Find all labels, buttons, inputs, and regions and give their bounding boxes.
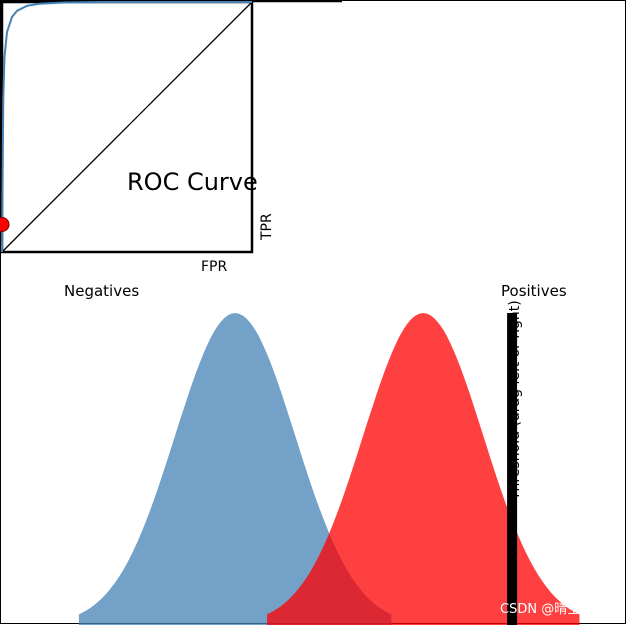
roc-title: ROC Curve: [127, 168, 258, 196]
positives-distribution: [267, 313, 580, 625]
negatives-distribution: [78, 313, 392, 625]
distribution-curves: Negatives Positives Threshold (drag left…: [64, 282, 580, 625]
positives-label: Positives: [501, 282, 567, 300]
roc-curve-line: [1, 1, 252, 253]
roc-y-axis-label: TPR: [259, 213, 275, 241]
watermark-text: CSDN @晴空^_^: [500, 602, 608, 617]
roc-x-axis-label: FPR: [201, 259, 227, 275]
roc-operating-point: [0, 217, 10, 232]
negatives-label: Negatives: [64, 282, 139, 300]
threshold-handle[interactable]: [507, 313, 518, 625]
roc-panel: ROC Curve FPR TPR: [0, 0, 342, 275]
threshold-label: Threshold (drag left or right): [507, 300, 523, 501]
roc-diagonal-line: [1, 1, 253, 253]
